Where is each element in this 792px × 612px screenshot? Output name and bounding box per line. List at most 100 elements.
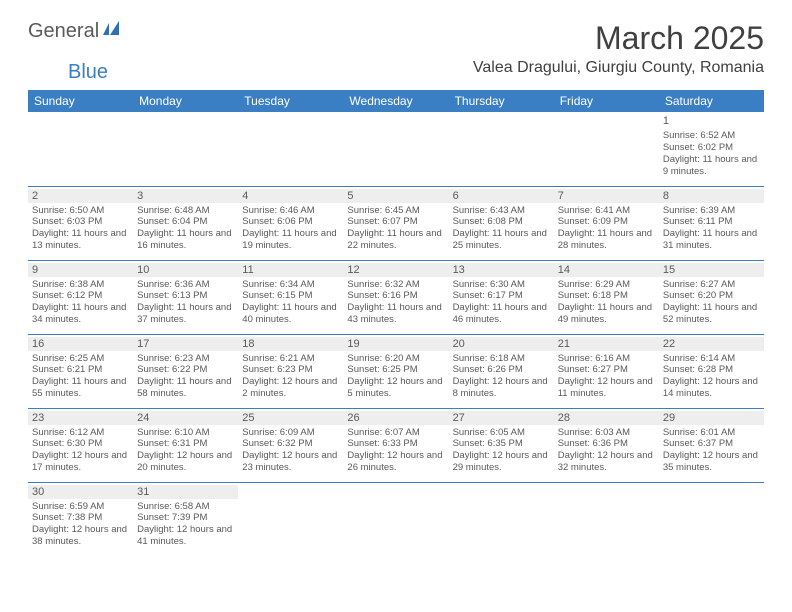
- day-number: 4: [238, 189, 343, 203]
- day-number: 16: [28, 337, 133, 351]
- daylight-text: Daylight: 11 hours and 46 minutes.: [453, 302, 550, 326]
- daylight-text: Daylight: 11 hours and 31 minutes.: [663, 228, 760, 252]
- sunrise-text: Sunrise: 6:16 AM: [558, 353, 655, 365]
- calendar-cell: [343, 112, 448, 186]
- daylight-text: Daylight: 12 hours and 17 minutes.: [32, 450, 129, 474]
- day-header: Wednesday: [343, 90, 448, 112]
- sunset-text: Sunset: 6:35 PM: [453, 438, 550, 450]
- daylight-text: Daylight: 12 hours and 2 minutes.: [242, 376, 339, 400]
- calendar-cell: [238, 482, 343, 556]
- day-number: 2: [28, 189, 133, 203]
- logo-text-general: General: [28, 20, 99, 43]
- calendar-head: SundayMondayTuesdayWednesdayThursdayFrid…: [28, 90, 764, 112]
- calendar-cell: [554, 482, 659, 556]
- calendar-cell: 20Sunrise: 6:18 AMSunset: 6:26 PMDayligh…: [449, 334, 554, 408]
- day-number: 13: [449, 263, 554, 277]
- day-number: 10: [133, 263, 238, 277]
- calendar-cell: 11Sunrise: 6:34 AMSunset: 6:15 PMDayligh…: [238, 260, 343, 334]
- sunrise-text: Sunrise: 6:46 AM: [242, 205, 339, 217]
- daylight-text: Daylight: 11 hours and 16 minutes.: [137, 228, 234, 252]
- calendar-cell: 18Sunrise: 6:21 AMSunset: 6:23 PMDayligh…: [238, 334, 343, 408]
- day-header: Thursday: [449, 90, 554, 112]
- sunset-text: Sunset: 6:16 PM: [347, 290, 444, 302]
- month-title: March 2025: [473, 20, 764, 57]
- day-number: 19: [343, 337, 448, 351]
- sunrise-text: Sunrise: 6:39 AM: [663, 205, 760, 217]
- sunset-text: Sunset: 6:04 PM: [137, 216, 234, 228]
- calendar-cell: 17Sunrise: 6:23 AMSunset: 6:22 PMDayligh…: [133, 334, 238, 408]
- sunrise-text: Sunrise: 6:27 AM: [663, 279, 760, 291]
- calendar-cell: 28Sunrise: 6:03 AMSunset: 6:36 PMDayligh…: [554, 408, 659, 482]
- sunset-text: Sunset: 6:06 PM: [242, 216, 339, 228]
- day-number: 1: [659, 114, 764, 128]
- day-number: 29: [659, 411, 764, 425]
- sunset-text: Sunset: 6:30 PM: [32, 438, 129, 450]
- sunset-text: Sunset: 6:27 PM: [558, 364, 655, 376]
- daylight-text: Daylight: 12 hours and 5 minutes.: [347, 376, 444, 400]
- sunrise-text: Sunrise: 6:58 AM: [137, 501, 234, 513]
- sunset-text: Sunset: 7:39 PM: [137, 512, 234, 524]
- daylight-text: Daylight: 12 hours and 8 minutes.: [453, 376, 550, 400]
- sunset-text: Sunset: 6:18 PM: [558, 290, 655, 302]
- sunrise-text: Sunrise: 6:07 AM: [347, 427, 444, 439]
- calendar-cell: 25Sunrise: 6:09 AMSunset: 6:32 PMDayligh…: [238, 408, 343, 482]
- daylight-text: Daylight: 11 hours and 37 minutes.: [137, 302, 234, 326]
- daylight-text: Daylight: 12 hours and 11 minutes.: [558, 376, 655, 400]
- day-header: Sunday: [28, 90, 133, 112]
- sunrise-text: Sunrise: 6:20 AM: [347, 353, 444, 365]
- calendar-cell: 19Sunrise: 6:20 AMSunset: 6:25 PMDayligh…: [343, 334, 448, 408]
- day-number: 21: [554, 337, 659, 351]
- sunrise-text: Sunrise: 6:48 AM: [137, 205, 234, 217]
- sunrise-text: Sunrise: 6:10 AM: [137, 427, 234, 439]
- calendar-cell: 26Sunrise: 6:07 AMSunset: 6:33 PMDayligh…: [343, 408, 448, 482]
- sunrise-text: Sunrise: 6:03 AM: [558, 427, 655, 439]
- daylight-text: Daylight: 11 hours and 19 minutes.: [242, 228, 339, 252]
- day-number: 12: [343, 263, 448, 277]
- calendar-cell: 2Sunrise: 6:50 AMSunset: 6:03 PMDaylight…: [28, 186, 133, 260]
- calendar-body: 1Sunrise: 6:52 AMSunset: 6:02 PMDaylight…: [28, 112, 764, 556]
- day-number: 31: [133, 485, 238, 499]
- calendar-cell: 23Sunrise: 6:12 AMSunset: 6:30 PMDayligh…: [28, 408, 133, 482]
- sunset-text: Sunset: 6:03 PM: [32, 216, 129, 228]
- sunrise-text: Sunrise: 6:41 AM: [558, 205, 655, 217]
- flag-icon: [103, 21, 125, 42]
- day-header: Monday: [133, 90, 238, 112]
- calendar-week: 1Sunrise: 6:52 AMSunset: 6:02 PMDaylight…: [28, 112, 764, 186]
- sunset-text: Sunset: 7:38 PM: [32, 512, 129, 524]
- sunrise-text: Sunrise: 6:14 AM: [663, 353, 760, 365]
- calendar-cell: [133, 112, 238, 186]
- sunset-text: Sunset: 6:07 PM: [347, 216, 444, 228]
- sunset-text: Sunset: 6:20 PM: [663, 290, 760, 302]
- calendar-cell: 22Sunrise: 6:14 AMSunset: 6:28 PMDayligh…: [659, 334, 764, 408]
- sunset-text: Sunset: 6:11 PM: [663, 216, 760, 228]
- daylight-text: Daylight: 12 hours and 20 minutes.: [137, 450, 234, 474]
- daylight-text: Daylight: 12 hours and 26 minutes.: [347, 450, 444, 474]
- sunset-text: Sunset: 6:12 PM: [32, 290, 129, 302]
- title-block: March 2025 Valea Dragului, Giurgiu Count…: [473, 20, 764, 77]
- sunrise-text: Sunrise: 6:09 AM: [242, 427, 339, 439]
- sunset-text: Sunset: 6:23 PM: [242, 364, 339, 376]
- day-number: 25: [238, 411, 343, 425]
- daylight-text: Daylight: 11 hours and 22 minutes.: [347, 228, 444, 252]
- sunrise-text: Sunrise: 6:30 AM: [453, 279, 550, 291]
- calendar-cell: 31Sunrise: 6:58 AMSunset: 7:39 PMDayligh…: [133, 482, 238, 556]
- calendar-page: General March 2025 Valea Dragului, Giurg…: [0, 0, 792, 576]
- calendar-cell: 8Sunrise: 6:39 AMSunset: 6:11 PMDaylight…: [659, 186, 764, 260]
- sunrise-text: Sunrise: 6:29 AM: [558, 279, 655, 291]
- sunrise-text: Sunrise: 6:43 AM: [453, 205, 550, 217]
- logo-text-blue: Blue: [68, 61, 108, 83]
- calendar-cell: [28, 112, 133, 186]
- day-number: 20: [449, 337, 554, 351]
- sunset-text: Sunset: 6:02 PM: [663, 142, 760, 154]
- day-header: Tuesday: [238, 90, 343, 112]
- calendar-cell: [343, 482, 448, 556]
- calendar-cell: 15Sunrise: 6:27 AMSunset: 6:20 PMDayligh…: [659, 260, 764, 334]
- day-number: 30: [28, 485, 133, 499]
- daylight-text: Daylight: 11 hours and 49 minutes.: [558, 302, 655, 326]
- day-number: 28: [554, 411, 659, 425]
- daylight-text: Daylight: 12 hours and 29 minutes.: [453, 450, 550, 474]
- calendar-cell: [238, 112, 343, 186]
- sunrise-text: Sunrise: 6:34 AM: [242, 279, 339, 291]
- day-number: 17: [133, 337, 238, 351]
- sunset-text: Sunset: 6:15 PM: [242, 290, 339, 302]
